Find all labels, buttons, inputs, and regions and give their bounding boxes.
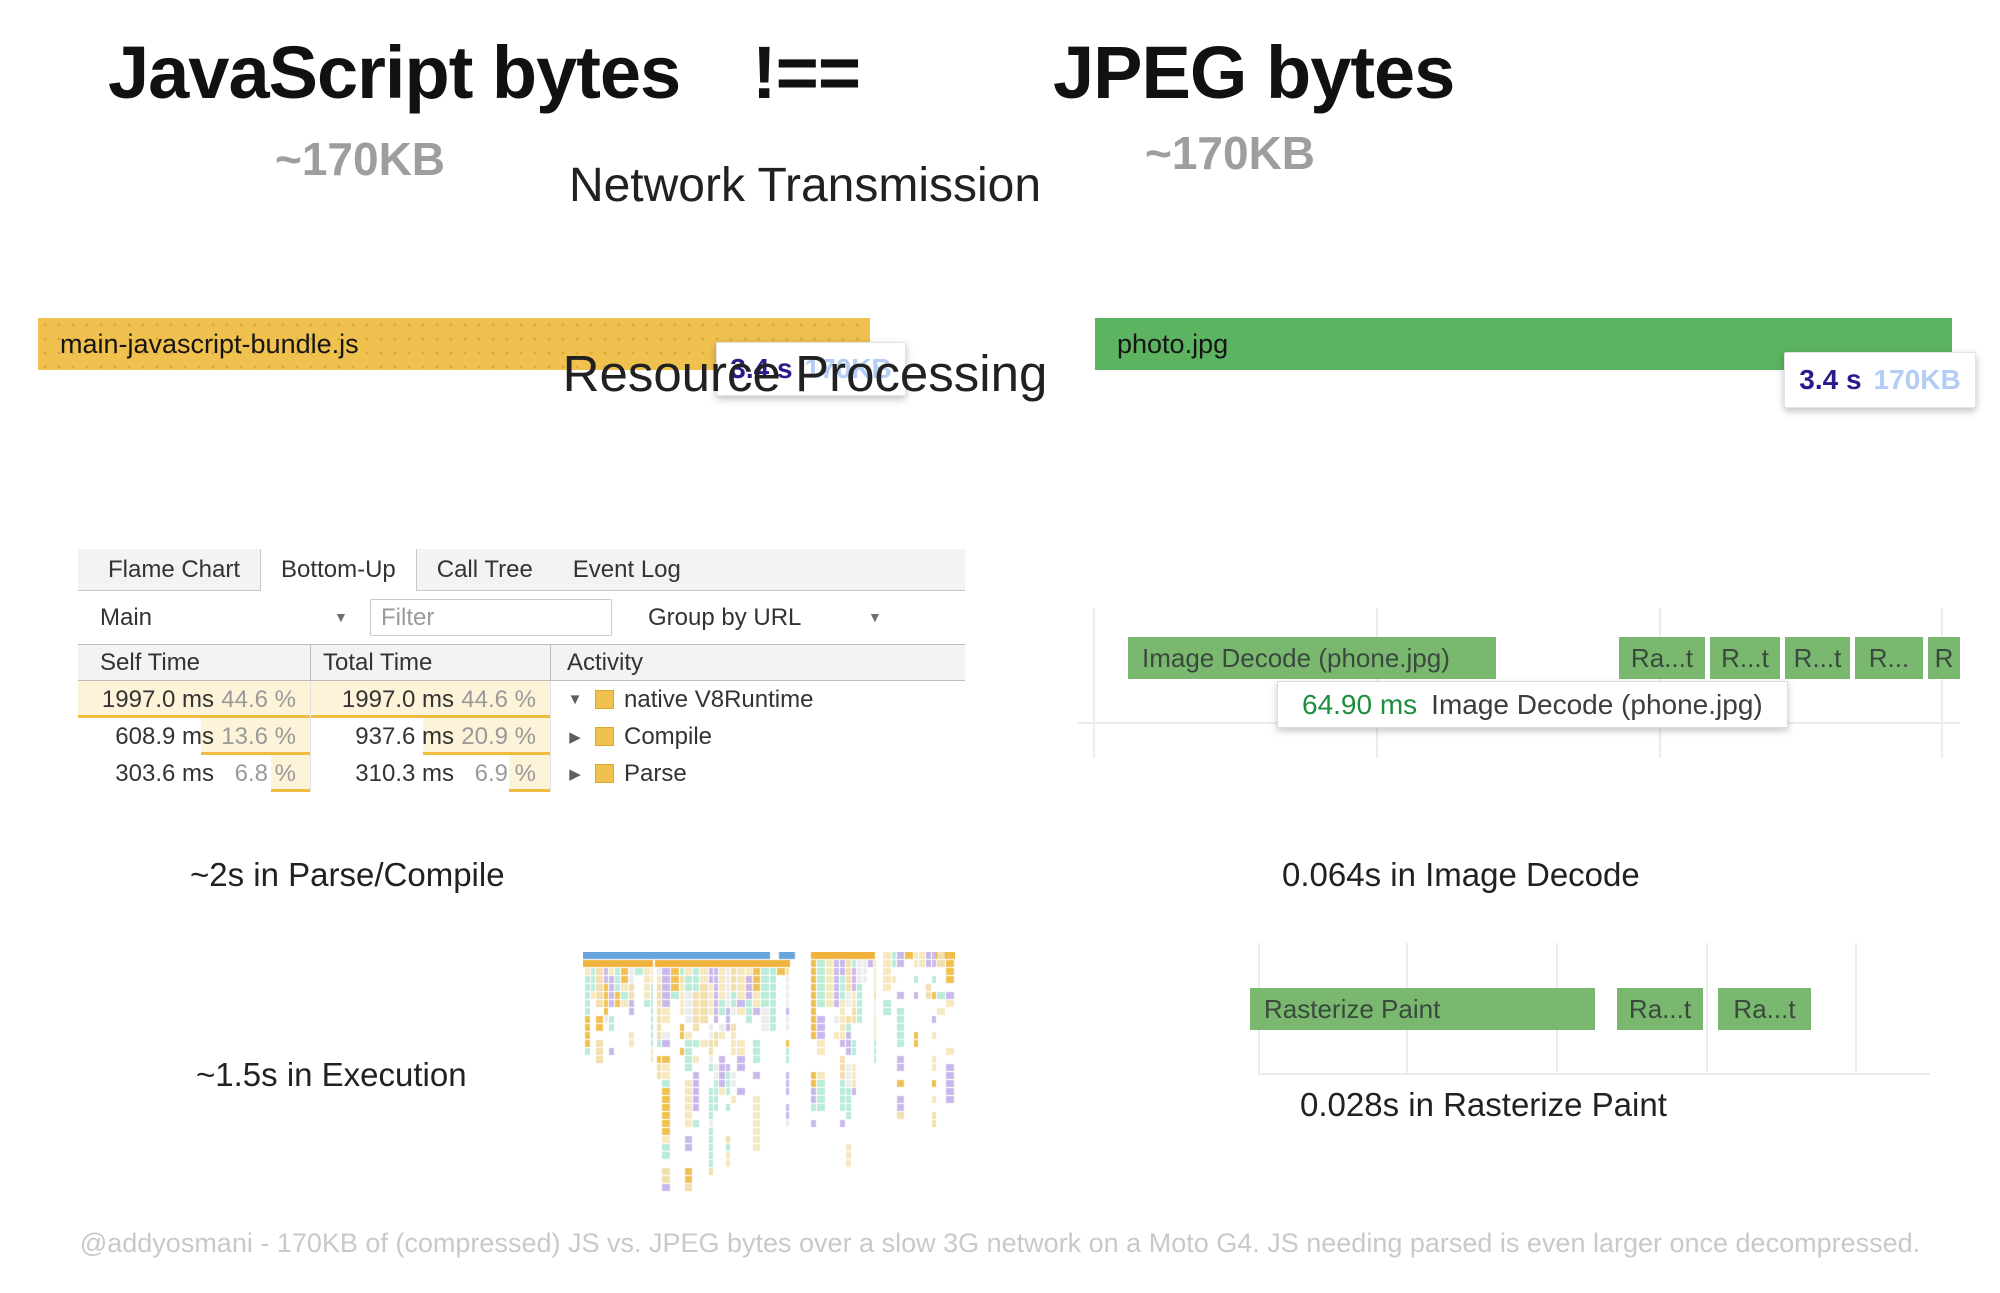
rasterize-paint-track: Rasterize Paint Ra...t Ra...t (1240, 943, 1940, 1075)
heat-bar (311, 681, 550, 718)
decode-tooltip-time: 64.90 ms (1302, 688, 1418, 720)
tab-call-tree[interactable]: Call Tree (436, 555, 533, 583)
caption-execution: ~1.5s in Execution (196, 1056, 467, 1093)
total-time-pct: 44.6 % (461, 685, 536, 713)
devtools-tabstrip: Flame Chart Bottom-Up Call Tree Event Lo… (78, 549, 965, 591)
flame-chart-image (583, 952, 955, 1214)
total-time-cell: 310.3 ms 6.9 % (311, 755, 551, 792)
heat-bar (270, 755, 310, 792)
jpeg-tooltip-size: 170KB (1873, 364, 1961, 395)
js-size-label: ~170KB (274, 133, 446, 185)
devtools-toolbar: Main ▼ Group by URL ▼ (78, 591, 965, 644)
total-time-value: 310.3 ms (355, 759, 454, 787)
jpeg-tooltip-time: 3.4 s (1799, 364, 1862, 395)
self-time-pct: 6.8 % (234, 759, 296, 787)
heat-bar (423, 718, 550, 755)
title-jpeg-bytes: JPEG bytes (1053, 31, 1455, 114)
section-resource-processing: Resource Processing (562, 345, 1048, 402)
column-header-self-time[interactable]: Self Time (78, 645, 311, 680)
jpeg-network-bar-label: photo.jpg (1117, 328, 1229, 359)
activity-label: Parse (624, 759, 687, 787)
column-header-activity[interactable]: Activity (567, 648, 644, 676)
decode-tooltip-label: Image Decode (phone.jpg) (1431, 688, 1763, 720)
rasterize-segment[interactable]: R...t (1710, 637, 1780, 679)
group-by-select-arrow-icon[interactable]: ▼ (868, 609, 882, 625)
js-network-bar-label: main-javascript-bundle.js (60, 328, 359, 359)
heat-bar (509, 755, 550, 792)
title-not-equal-operator: !== (752, 31, 861, 114)
collapse-arrow-icon[interactable]: ▼ (567, 691, 583, 708)
title-javascript-bytes: JavaScript bytes (108, 31, 681, 114)
js-network-tooltip: 3.4 s 170KB (716, 342, 906, 396)
rasterize-segment[interactable]: R...t (1785, 637, 1850, 679)
scripting-color-swatch-icon (595, 764, 614, 783)
activity-cell: ▶ Parse (551, 755, 965, 792)
total-time-value: 937.6 ms (355, 722, 454, 750)
self-time-pct: 13.6 % (221, 722, 296, 750)
table-header-row: Self Time Total Time Activity (78, 645, 965, 681)
activity-label: Compile (624, 722, 713, 750)
jpeg-size-label: ~170KB (1144, 127, 1316, 179)
caption-parse-compile: ~2s in Parse/Compile (190, 856, 505, 893)
gridline (1941, 608, 1943, 758)
caption-rasterize: 0.028s in Rasterize Paint (1300, 1086, 1667, 1123)
section-network-transmission: Network Transmission (568, 159, 1042, 212)
rasterize-segment[interactable]: R (1928, 637, 1960, 679)
column-header-total-time[interactable]: Total Time (311, 645, 551, 680)
bottom-up-table: Self Time Total Time Activity 1997.0 ms … (78, 644, 965, 792)
table-row[interactable]: 303.6 ms 6.8 % 310.3 ms 6.9 % ▶ Parse (78, 755, 965, 792)
footer-attribution: @addyosmani - 170KB of (compressed) JS v… (79, 1228, 1921, 1258)
table-row[interactable]: 1997.0 ms 44.6 % 1997.0 ms 44.6 % ▼ nati… (78, 681, 965, 718)
self-time-cell: 608.9 ms 13.6 % (78, 718, 311, 755)
total-time-cell: 1997.0 ms 44.6 % (311, 681, 551, 718)
thread-select-arrow-icon[interactable]: ▼ (334, 609, 348, 625)
activity-cell: ▼ native V8Runtime (551, 681, 965, 718)
self-time-value: 303.6 ms (115, 759, 214, 787)
rasterize-paint-bar[interactable]: Rasterize Paint (1250, 988, 1595, 1030)
jpeg-network-tooltip: 3.4 s 170KB (1784, 352, 1976, 408)
gridline (1093, 608, 1095, 758)
total-time-pct: 20.9 % (461, 722, 536, 750)
self-time-cell: 1997.0 ms 44.6 % (78, 681, 311, 718)
expand-arrow-icon[interactable]: ▶ (569, 728, 581, 746)
gridline (1855, 943, 1857, 1075)
js-tooltip-time: 3.4 s (730, 353, 793, 384)
image-decode-bar[interactable]: Image Decode (phone.jpg) (1128, 637, 1496, 679)
rasterize-segment[interactable]: Ra...t (1718, 988, 1811, 1030)
self-time-pct: 44.6 % (221, 685, 296, 713)
tab-bottom-up[interactable]: Bottom-Up (260, 549, 417, 591)
devtools-panel: Flame Chart Bottom-Up Call Tree Event Lo… (78, 549, 965, 792)
gridline (1706, 943, 1708, 1075)
rasterize-segment[interactable]: Ra...t (1617, 988, 1703, 1030)
self-time-value: 1997.0 ms (101, 685, 214, 713)
total-time-value: 1997.0 ms (341, 685, 454, 713)
tab-flame-chart[interactable]: Flame Chart (108, 555, 241, 583)
js-tooltip-size: 170KB (804, 353, 892, 384)
tab-event-log[interactable]: Event Log (572, 555, 681, 583)
table-row[interactable]: 608.9 ms 13.6 % 937.6 ms 20.9 % ▶ Compil… (78, 718, 965, 755)
rasterize-paint-bar-label: Rasterize Paint (1264, 993, 1441, 1024)
image-decode-bar-label: Image Decode (phone.jpg) (1142, 642, 1450, 673)
self-time-value: 608.9 ms (115, 722, 214, 750)
total-time-cell: 937.6 ms 20.9 % (311, 718, 551, 755)
rasterize-segment[interactable]: Ra...t (1619, 637, 1705, 679)
caption-image-decode: 0.064s in Image Decode (1282, 856, 1640, 893)
rasterize-segment[interactable]: R... (1855, 637, 1923, 679)
group-by-select[interactable]: Group by URL (648, 604, 802, 631)
filter-input[interactable] (370, 599, 612, 636)
total-time-pct: 6.9 % (474, 759, 536, 787)
scripting-color-swatch-icon (595, 690, 614, 709)
gridline (1258, 1073, 1930, 1075)
scripting-color-swatch-icon (595, 727, 614, 746)
heat-bar (200, 718, 310, 755)
thread-select[interactable]: Main (100, 604, 153, 631)
expand-arrow-icon[interactable]: ▶ (569, 765, 581, 783)
activity-cell: ▶ Compile (551, 718, 965, 755)
activity-label: native V8Runtime (624, 685, 814, 713)
heat-bar (78, 681, 310, 718)
self-time-cell: 303.6 ms 6.8 % (78, 755, 311, 792)
image-decode-tooltip: 64.90 ms Image Decode (phone.jpg) (1277, 681, 1788, 728)
image-decode-track: Image Decode (phone.jpg) Ra...t R...t R.… (1078, 608, 1960, 758)
